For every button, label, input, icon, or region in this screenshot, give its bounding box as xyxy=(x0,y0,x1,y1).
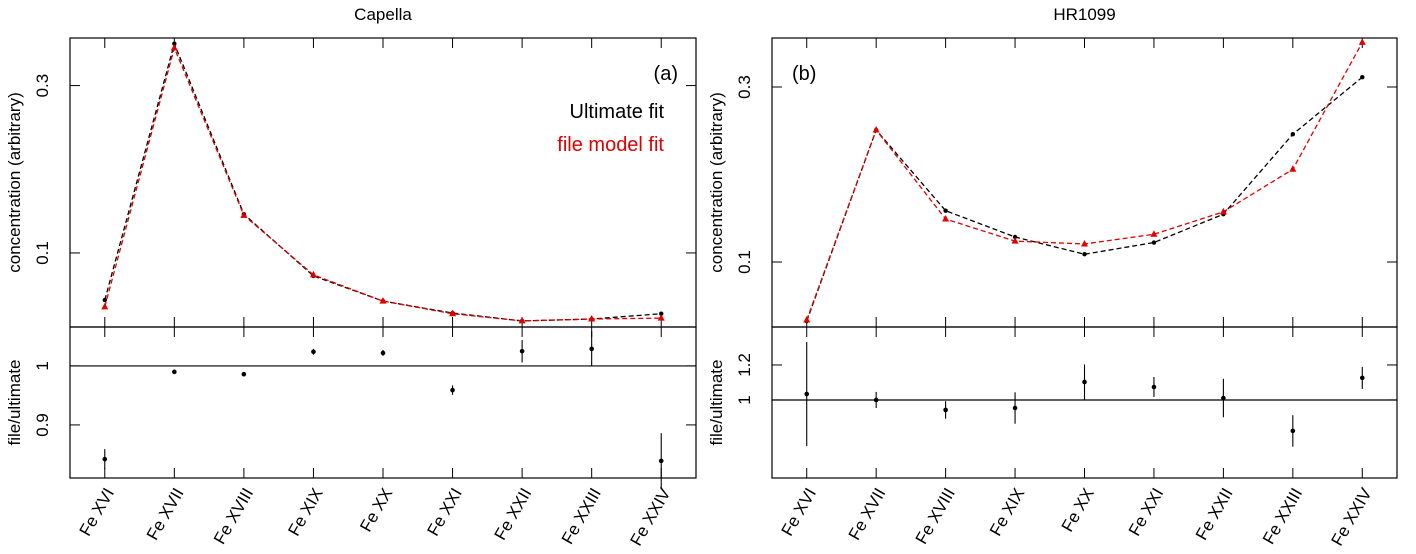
x-tick-label: Fe XIX xyxy=(284,485,326,540)
y-axis-label: concentration (arbitrary) xyxy=(707,92,726,272)
y-tick-label: 0.1 xyxy=(33,241,52,265)
ratio-point xyxy=(873,397,879,403)
y-axis-label: file/ultimate xyxy=(5,360,24,446)
x-tick-label: Fe XX xyxy=(1058,485,1098,535)
ratio-point xyxy=(519,348,525,354)
marker xyxy=(942,214,950,222)
ratio-point xyxy=(241,371,247,377)
x-tick-label: Fe XVII xyxy=(845,485,890,544)
ratio-point xyxy=(172,369,177,375)
x-tick-label: Fe XIX xyxy=(986,485,1028,540)
ratio-point xyxy=(380,350,386,356)
ratio-point xyxy=(1359,375,1365,381)
ratio-point xyxy=(658,458,664,464)
x-tick-label: Fe XXI xyxy=(1125,485,1167,540)
x-tick-label: Fe XVII xyxy=(143,485,188,544)
panel-title: Capella xyxy=(354,5,412,24)
ratio-point xyxy=(311,349,316,355)
ratio-point xyxy=(589,346,594,352)
marker xyxy=(1082,252,1087,257)
marker xyxy=(1081,239,1088,247)
marker xyxy=(1289,165,1297,172)
marker xyxy=(1150,230,1158,237)
marker xyxy=(803,315,811,323)
ratio-point xyxy=(450,387,455,393)
y-tick-label: 0.1 xyxy=(735,250,754,274)
y-tick-label: 1.2 xyxy=(735,353,754,377)
marker xyxy=(102,297,107,303)
ratio-point xyxy=(1082,379,1087,385)
marker xyxy=(1290,132,1296,137)
ratio-point xyxy=(943,407,948,413)
plot-frame xyxy=(771,37,1398,328)
marker xyxy=(1011,237,1019,244)
x-tick-label: Fe XXIII xyxy=(1259,485,1306,548)
ratio-frame xyxy=(69,326,697,479)
x-tick-label: Fe XXIV xyxy=(1328,484,1376,549)
series-line xyxy=(104,45,662,322)
y-axis-label: concentration (arbitrary) xyxy=(5,92,24,272)
y-tick-label: 1 xyxy=(735,395,754,404)
series-line xyxy=(806,42,1363,321)
legend-entry: Ultimate fit xyxy=(570,101,665,123)
marker xyxy=(379,297,387,304)
ratio-point xyxy=(1012,405,1018,411)
ratio-frame xyxy=(771,326,1398,479)
panel-annotation: (b) xyxy=(792,63,816,85)
x-tick-label: Fe XXIV xyxy=(626,484,674,549)
panel: HR1099 0.1 0.3 1 1.2 concentration (arbitrary… xyxy=(707,5,1398,549)
marker xyxy=(170,43,178,51)
marker xyxy=(1358,38,1366,45)
marker xyxy=(659,311,664,316)
ratio-point xyxy=(1290,428,1296,434)
marker xyxy=(1151,240,1157,245)
panel-annotation: (a) xyxy=(654,63,678,85)
series-line xyxy=(806,76,1363,322)
marker xyxy=(1219,207,1227,215)
marker xyxy=(943,208,948,213)
marker xyxy=(172,41,177,46)
marker xyxy=(309,270,317,278)
x-tick-label: Fe XXII xyxy=(491,485,536,544)
marker xyxy=(101,302,109,310)
x-tick-label: Fe XVIII xyxy=(912,485,959,548)
marker xyxy=(1012,234,1018,240)
panel-title: HR1099 xyxy=(1053,5,1115,24)
ratio-point xyxy=(102,456,108,462)
marker xyxy=(240,211,248,218)
ratio-point xyxy=(1151,384,1157,390)
marker xyxy=(1360,75,1365,80)
ratio-point xyxy=(804,391,810,397)
marker xyxy=(518,316,526,324)
y-tick-label: 0.9 xyxy=(33,413,52,437)
legend-entry: file model fit xyxy=(557,134,664,156)
marker xyxy=(657,314,665,321)
x-tick-label: Fe XVI xyxy=(76,485,118,540)
y-tick-label: 1 xyxy=(33,361,52,370)
y-tick-label: 0.3 xyxy=(735,75,754,99)
marker xyxy=(588,315,596,322)
x-tick-label: Fe XVI xyxy=(778,485,820,540)
marker xyxy=(449,309,457,317)
marker xyxy=(872,126,880,133)
series-line xyxy=(104,41,662,322)
y-tick-label: 0.3 xyxy=(33,74,52,98)
x-tick-label: Fe XXII xyxy=(1192,485,1237,544)
x-tick-label: Fe XX xyxy=(356,485,396,535)
ratio-point xyxy=(1221,395,1226,401)
x-tick-label: Fe XXIII xyxy=(558,485,605,548)
x-tick-label: Fe XVIII xyxy=(210,485,257,548)
panel: Capella 0.1 0.3 0.9 1 concentration (arbitrar… xyxy=(5,5,697,549)
y-axis-label: file/ultimate xyxy=(707,360,726,446)
x-tick-label: Fe XXI xyxy=(423,485,465,540)
